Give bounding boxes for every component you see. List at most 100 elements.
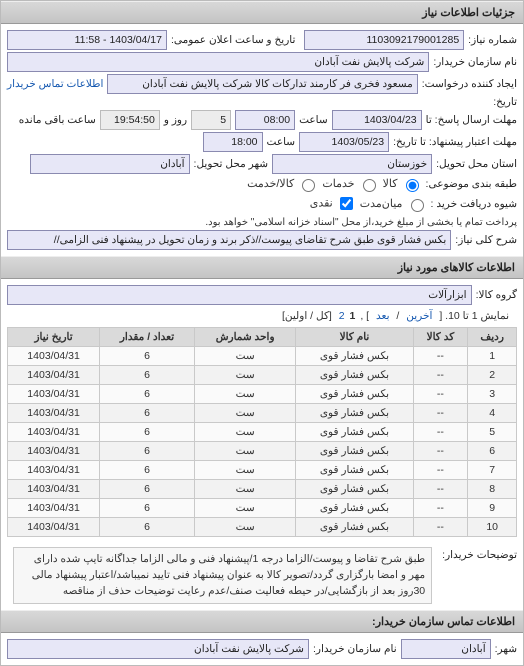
radio-both-wrap[interactable]: کالا/خدمت [247,176,318,192]
field-state: خوزستان [272,154,432,174]
table-cell: -- [413,518,468,537]
pager-p1[interactable]: 1 [350,310,356,322]
label-day: روز و [164,114,187,126]
table-cell: 6 [100,461,195,480]
table-cell: 1403/04/31 [8,347,100,366]
table-row[interactable]: 7--بکس فشار قویست61403/04/31 [8,461,517,480]
table-cell: -- [413,404,468,423]
chk-naghd[interactable] [340,197,353,210]
table-cell: 6 [100,499,195,518]
table-head-row: ردیفکد کالانام کالاواحد شمارشتعداد / مقد… [8,328,517,347]
field-buyer-name: شرکت پالایش نفت آبادان [7,52,429,72]
goods-header: اطلاعات کالاهای مورد نیاز [1,256,523,279]
table-cell: ست [194,423,296,442]
table-cell: 6 [100,366,195,385]
link-buyer-contact[interactable]: اطلاعات تماس خریدار [7,78,103,90]
table-cell: 2 [468,366,517,385]
radio-khadamat-wrap[interactable]: خدمات [322,176,378,192]
label-deliver-city: شهر محل تحویل: [194,158,269,170]
table-row[interactable]: 4--بکس فشار قویست61403/04/31 [8,404,517,423]
label-city: شهر: [495,643,517,655]
form-area: شماره نیاز: 1103092179001285 تاریخ و ساع… [1,24,523,256]
radio-midterm-label: میان‌مدت [360,197,403,209]
table-cell: بکس فشار قوی [296,518,413,537]
field-pub-date: 1403/04/17 - 11:58 [7,30,167,50]
table-cell: 1403/04/31 [8,423,100,442]
details-header: جزئیات اطلاعات نیاز [1,1,523,24]
table-cell: -- [413,347,468,366]
table-cell: بکس فشار قوی [296,442,413,461]
pager-tail: [کل / اولین] [282,310,332,322]
details-panel: جزئیات اطلاعات نیاز شماره نیاز: 11030921… [0,0,524,666]
radio-kala-wrap[interactable]: کالا [383,176,422,192]
table-cell: بکس فشار قوی [296,480,413,499]
table-cell: بکس فشار قوی [296,347,413,366]
table-cell: 1403/04/31 [8,499,100,518]
table-row[interactable]: 5--بکس فشار قویست61403/04/31 [8,423,517,442]
table-cell: بکس فشار قوی [296,461,413,480]
table-cell: -- [413,423,468,442]
pager-next[interactable]: بعد [376,310,390,322]
label-deadline: مهلت ارسال پاسخ: تا [426,114,517,126]
radio-kala[interactable] [406,179,419,192]
field-valid-date: 1403/05/23 [299,132,389,152]
table-cell: 10 [468,518,517,537]
table-cell: 7 [468,461,517,480]
table-cell: 6 [100,423,195,442]
table-row[interactable]: 10--بکس فشار قویست61403/04/31 [8,518,517,537]
field-main-desc: بکس فشار قوی طبق شرح تقاضای پیوست//ذکر ب… [7,230,451,250]
label-buyer-org-name: نام سازمان خریدار: [313,643,397,655]
chk-naghd-wrap[interactable]: نقدی [310,194,356,213]
table-cell: 9 [468,499,517,518]
table-cell: 6 [100,442,195,461]
field-city: آبادان [401,639,491,659]
field-goods-group: ابزارآلات [7,285,472,305]
table-cell: ست [194,518,296,537]
table-cell: 4 [468,404,517,423]
radio-both[interactable] [302,179,315,192]
pager-last[interactable]: آخرین [406,310,432,322]
field-deadline-date: 1403/04/23 [332,110,422,130]
label-state: استان محل تحویل: [436,158,517,170]
field-valid-time: 18:00 [203,132,263,152]
table-cell: ست [194,499,296,518]
radio-khadamat[interactable] [363,179,376,192]
table-cell: ست [194,480,296,499]
field-remain: 19:54:50 [100,110,160,130]
table-cell: 1403/04/31 [8,461,100,480]
label-history: تاریخ: [493,96,517,108]
table-col-head: کد کالا [413,328,468,347]
label-buytype: شیوه دریافت خرید : [431,198,517,210]
label-remain: ساعت باقی مانده [19,114,96,126]
pager-sep: / [396,310,399,322]
pager-p2[interactable]: 2 [339,310,345,322]
table-cell: 1403/04/31 [8,442,100,461]
table-cell: 1403/04/31 [8,404,100,423]
table-cell: 6 [100,480,195,499]
table-cell: 6 [100,518,195,537]
label-valid: مهلت اعتبار پیشنهاد: تا تاریخ: [393,136,517,148]
table-row[interactable]: 3--بکس فشار قویست61403/04/31 [8,385,517,404]
table-row[interactable]: 2--بکس فشار قویست61403/04/31 [8,366,517,385]
buyer-org-header: اطلاعات تماس سازمان خریدار: [1,610,523,633]
table-cell: ست [194,404,296,423]
table-cell: -- [413,461,468,480]
table-cell: -- [413,366,468,385]
table-row[interactable]: 6--بکس فشار قویست61403/04/31 [8,442,517,461]
table-cell: 8 [468,480,517,499]
table-row[interactable]: 9--بکس فشار قویست61403/04/31 [8,499,517,518]
table-cell: 6 [468,442,517,461]
table-cell: ست [194,385,296,404]
table-col-head: تعداد / مقدار [100,328,195,347]
radio-midterm[interactable] [411,199,424,212]
table-cell: ست [194,461,296,480]
label-time-1: ساعت [299,114,328,126]
radio-midterm-wrap[interactable]: میان‌مدت [360,196,427,212]
label-goods-group: گروه کالا: [476,289,517,301]
radio-khadamat-label: خدمات [322,178,354,190]
table-cell: 1403/04/31 [8,366,100,385]
field-buyer-org-name: شرکت پالایش نفت آبادان [7,639,309,659]
table-row[interactable]: 1--بکس فشار قویست61403/04/31 [8,347,517,366]
table-cell: بکس فشار قوی [296,385,413,404]
table-row[interactable]: 8--بکس فشار قویست61403/04/31 [8,480,517,499]
